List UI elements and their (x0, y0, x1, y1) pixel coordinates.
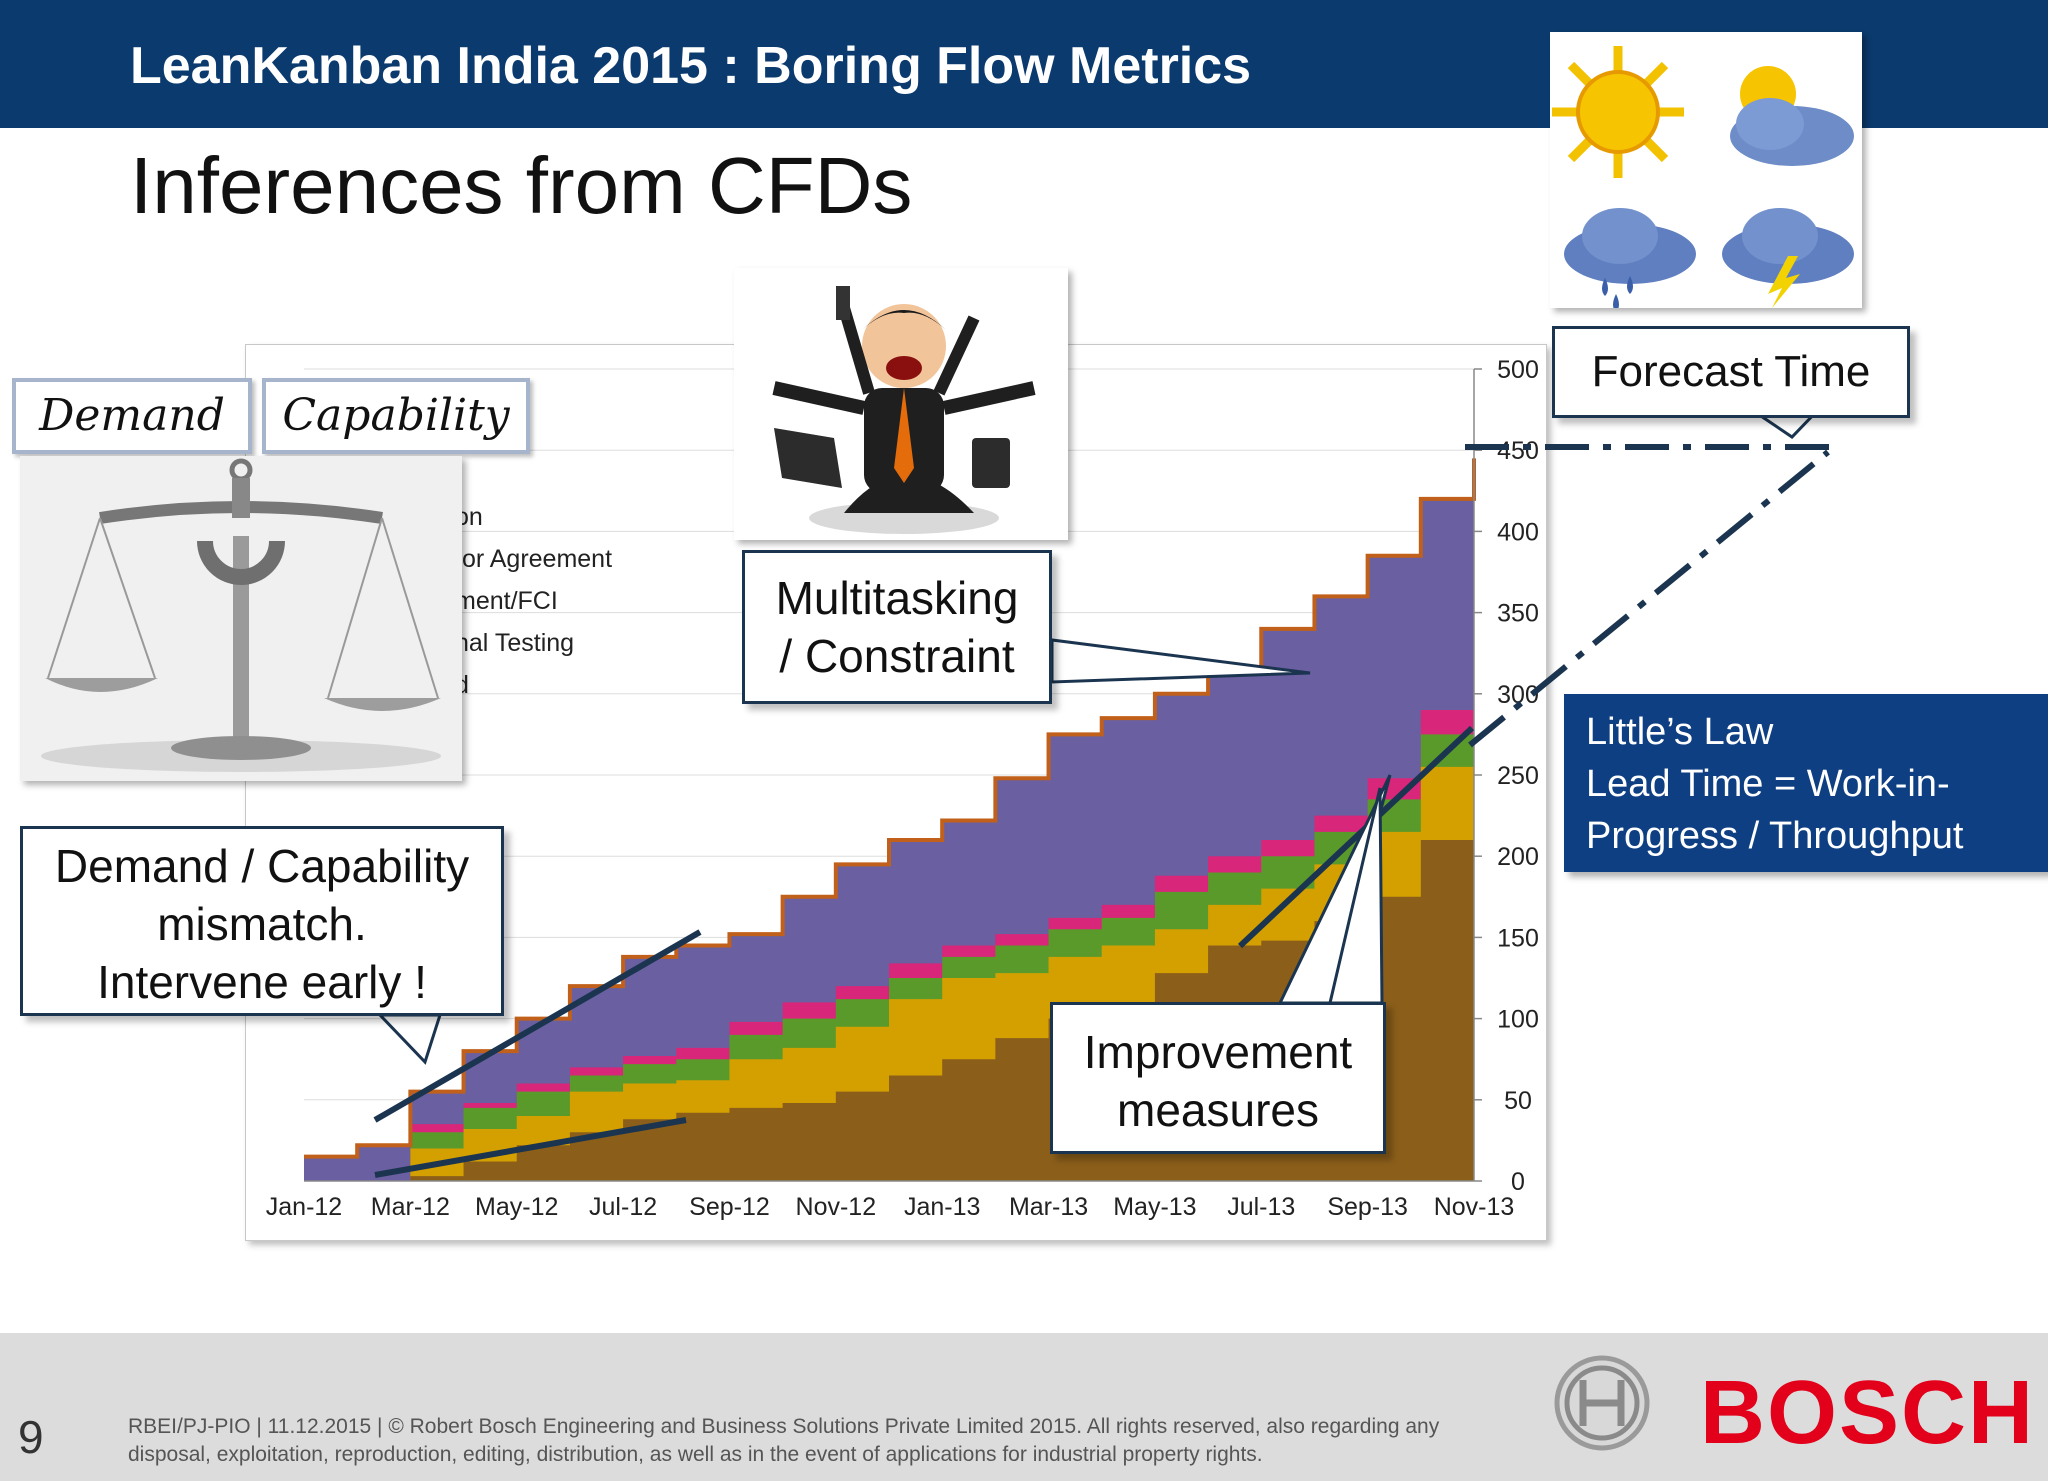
footer-bar (0, 1333, 2048, 1481)
x-tick-label: Jan-12 (266, 1193, 342, 1221)
balance-scale-image (20, 456, 462, 781)
bosch-logo-emblem (1553, 1354, 1651, 1452)
y-tick-label: 300 (1497, 681, 1539, 709)
littles-law-line: Lead Time = Work-in- (1586, 763, 1950, 805)
improvement-callout-line: Improvement (1083, 1026, 1353, 1078)
y-tick-label: 400 (1497, 518, 1539, 546)
y-tick-label: 450 (1497, 437, 1539, 465)
y-tick-label: 200 (1497, 843, 1539, 871)
legend-item-agreement: for Agreement (455, 545, 613, 573)
page-number: 9 (18, 1411, 44, 1463)
capability-label: Capability (262, 378, 530, 454)
y-tick-label: 350 (1497, 600, 1539, 628)
legend-item-development: ment/FCI (455, 587, 558, 615)
x-tick-label: May-12 (475, 1193, 558, 1221)
sun-icon (1552, 46, 1684, 178)
x-tick-label: Jan-13 (904, 1193, 980, 1221)
forecast-callout-text: Forecast Time (1591, 347, 1871, 396)
multitasking-man-icon (772, 286, 1036, 534)
littles-law-title: Little’s Law (1586, 711, 1774, 753)
multitasking-callout-line: Multitasking (775, 572, 1019, 624)
mismatch-callout: Demand / Capability mismatch. Intervene … (20, 826, 504, 1016)
storm-cloud-icon (1722, 208, 1854, 308)
x-tick-label: Sep-13 (1327, 1193, 1408, 1221)
rain-cloud-icon (1564, 208, 1696, 308)
x-tick-label: Sep-12 (689, 1193, 770, 1221)
x-tick-label: Jul-12 (589, 1193, 657, 1221)
x-tick-label: Nov-13 (1434, 1193, 1515, 1221)
improvement-callout-line: measures (1117, 1084, 1319, 1136)
legend: on for Agreement ment/FCI nal Testing d (455, 496, 612, 706)
y-tick-label: 500 (1497, 356, 1539, 384)
header-title: LeanKanban India 2015 : Boring Flow Metr… (130, 37, 1252, 95)
weather-icons (1552, 46, 1854, 308)
x-tick-label: Jul-13 (1227, 1193, 1295, 1221)
y-tick-label: 150 (1497, 924, 1539, 952)
littles-law-box: Little’s Law Lead Time = Work-in- Progre… (1564, 694, 2048, 872)
x-tick-label: Nov-12 (796, 1193, 877, 1221)
legend-item-ideation: on (455, 503, 483, 531)
bosch-armature-icon (1554, 1355, 1650, 1451)
forecast-callout: Forecast Time (1552, 326, 1910, 418)
littles-law-line: Progress / Throughput (1586, 815, 1964, 857)
multitasking-callout-line: / Constraint (779, 630, 1015, 682)
y-tick-label: 100 (1497, 1006, 1539, 1034)
demand-label: Demand (12, 378, 252, 454)
mismatch-callout-line: mismatch. (157, 898, 367, 950)
x-tick-label: Mar-13 (1009, 1193, 1088, 1221)
weather-image (1550, 32, 1862, 308)
y-tick-label: 250 (1497, 762, 1539, 790)
bosch-wordmark: BOSCH (1700, 1363, 2036, 1463)
y-tick-label: 50 (1504, 1087, 1532, 1115)
sun-cloud-icon (1730, 66, 1854, 166)
y-tick-label: 0 (1511, 1168, 1525, 1196)
mismatch-callout-line: Demand / Capability (54, 840, 470, 892)
legend-item-testing: nal Testing (455, 629, 575, 657)
x-tick-label: May-13 (1113, 1193, 1196, 1221)
balance-scale-icon (41, 458, 441, 772)
legend-item-done: d (455, 664, 612, 706)
mismatch-callout-line: Intervene early ! (97, 956, 427, 1008)
multitasking-callout: Multitasking / Constraint (742, 550, 1052, 704)
footer-copyright: RBEI/PJ-PIO | 11.12.2015 | © Robert Bosc… (128, 1415, 1440, 1466)
multitasking-man-image (734, 268, 1068, 540)
x-tick-label: Mar-12 (371, 1193, 450, 1221)
improvement-callout: Improvement measures (1050, 1002, 1386, 1154)
slide-title: Inferences from CFDs (130, 141, 913, 230)
